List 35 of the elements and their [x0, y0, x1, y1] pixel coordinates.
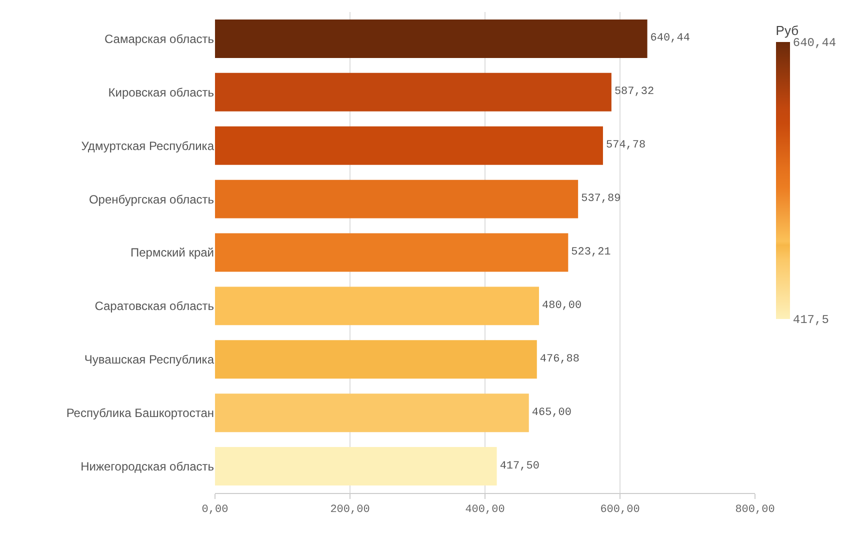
bar: [215, 394, 529, 432]
bar: [215, 126, 603, 165]
y-tick-label: Нижегородская область: [80, 459, 214, 474]
data-label: 574,78: [606, 140, 646, 152]
y-tick-label: Саратовская область: [94, 299, 214, 314]
data-label: 537,89: [581, 193, 621, 206]
data-label: 523,21: [571, 246, 612, 258]
x-tick-label: 400,00: [465, 504, 505, 516]
y-tick-label: Республика Башкортостан: [66, 406, 214, 420]
data-label: 587,32: [614, 86, 654, 98]
color-bar-label: 640,44: [792, 36, 836, 50]
y-tick-label: Оренбургская область: [88, 192, 214, 206]
y-tick-label: Удмуртская Республика: [81, 138, 214, 153]
bar: [215, 286, 539, 326]
x-tick-label: 200,00: [330, 504, 370, 516]
color-bar-title: Руб: [776, 22, 799, 38]
y-tick-label: Кировская область: [108, 85, 214, 100]
y-tick-label: Самарская область: [104, 32, 214, 46]
bar: [215, 180, 578, 218]
bar: [215, 19, 648, 58]
bar: [215, 233, 568, 272]
data-label: 465,00: [532, 406, 572, 419]
data-label: 640,44: [650, 32, 690, 45]
bar: [215, 340, 537, 379]
x-tick-label: 800,00: [735, 504, 775, 516]
y-tick-label: Чувашская Республика: [84, 352, 214, 367]
data-label: 480,00: [542, 300, 582, 312]
y-tick-label: Пермский край: [130, 246, 214, 260]
data-label: 476,88: [540, 353, 580, 366]
bar: [215, 447, 497, 486]
data-label: 417,50: [500, 460, 540, 472]
x-tick-label: 0,00: [202, 504, 228, 516]
color-bar-label: 417,5: [792, 313, 829, 328]
x-tick-label: 600,00: [600, 504, 640, 516]
bar: [215, 72, 612, 112]
